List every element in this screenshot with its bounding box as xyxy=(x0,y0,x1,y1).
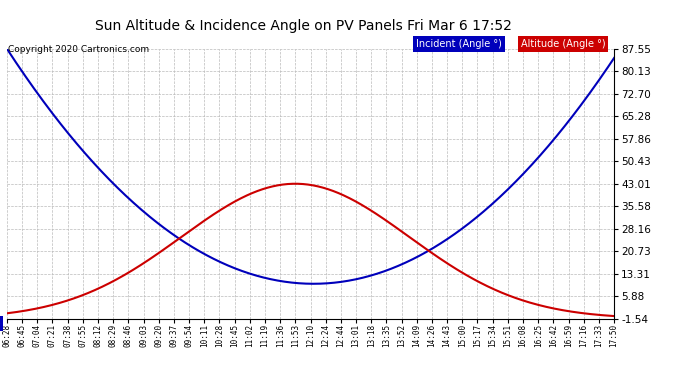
Text: Incident (Angle °): Incident (Angle °) xyxy=(0,319,1,329)
Text: Incident (Angle °): Incident (Angle °) xyxy=(416,39,502,49)
Text: Copyright 2020 Cartronics.com: Copyright 2020 Cartronics.com xyxy=(8,45,150,54)
Text: Altitude (Angle °): Altitude (Angle °) xyxy=(521,39,606,49)
Text: Sun Altitude & Incidence Angle on PV Panels Fri Mar 6 17:52: Sun Altitude & Incidence Angle on PV Pan… xyxy=(95,19,512,33)
